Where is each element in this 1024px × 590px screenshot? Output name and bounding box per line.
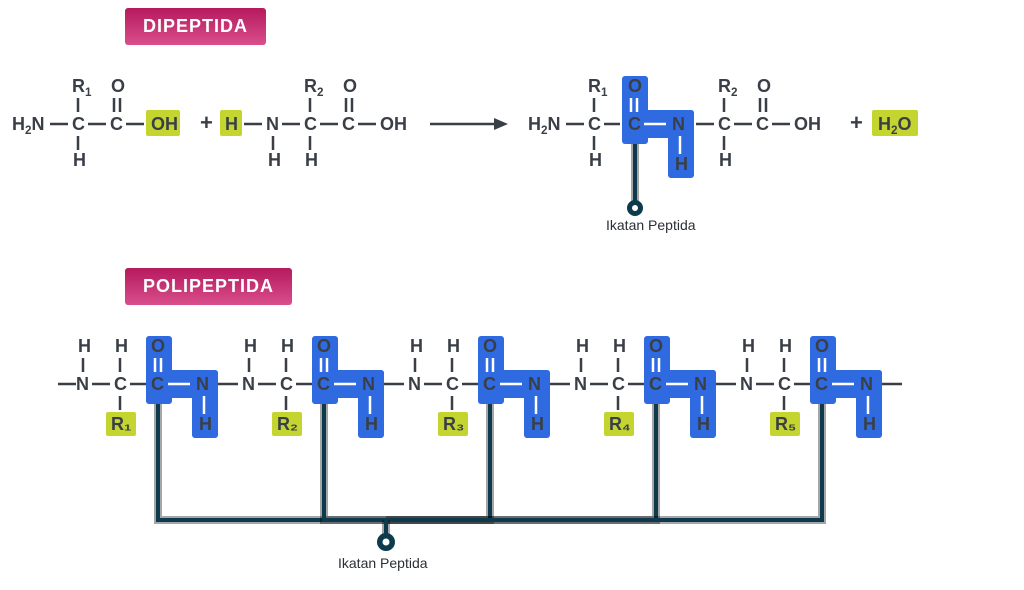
- svg-text:H: H: [305, 150, 318, 170]
- svg-text:C: C: [778, 374, 791, 394]
- svg-text:N: N: [266, 114, 279, 134]
- ikatan-label-1: Ikatan Peptida: [606, 217, 696, 233]
- svg-text:C: C: [72, 114, 85, 134]
- svg-text:R₂: R₂: [277, 414, 298, 434]
- svg-text:R₅: R₅: [775, 414, 796, 434]
- svg-text:C: C: [304, 114, 317, 134]
- title-dipeptida: DIPEPTIDA: [125, 8, 266, 45]
- svg-text:N: N: [196, 374, 209, 394]
- svg-text:N: N: [528, 374, 541, 394]
- svg-text:OH: OH: [380, 114, 407, 134]
- plus-1: +: [200, 110, 213, 135]
- svg-text:R₃: R₃: [443, 414, 464, 434]
- svg-text:H: H: [73, 150, 86, 170]
- dipeptida-diagram: H2N C R1 H C O OH + H N H C R2: [0, 50, 1024, 250]
- svg-text:H: H: [447, 336, 460, 356]
- svg-text:H: H: [268, 150, 281, 170]
- svg-text:C: C: [718, 114, 731, 134]
- svg-text:H: H: [244, 336, 257, 356]
- svg-text:N: N: [740, 374, 753, 394]
- svg-text:C: C: [110, 114, 123, 134]
- svg-text:C: C: [649, 374, 662, 394]
- svg-text:C: C: [588, 114, 601, 134]
- svg-text:C: C: [280, 374, 293, 394]
- svg-text:O: O: [483, 336, 497, 356]
- svg-text:C: C: [342, 114, 355, 134]
- svg-text:O: O: [151, 336, 165, 356]
- svg-text:C: C: [446, 374, 459, 394]
- svg-text:H: H: [78, 336, 91, 356]
- svg-text:H: H: [225, 114, 238, 134]
- svg-text:H: H: [281, 336, 294, 356]
- svg-text:N: N: [408, 374, 421, 394]
- svg-text:C: C: [317, 374, 330, 394]
- title-polipeptida-text: POLIPEPTIDA: [143, 276, 274, 296]
- plus-2: +: [850, 110, 863, 135]
- svg-text:H: H: [576, 336, 589, 356]
- svg-text:C: C: [114, 374, 127, 394]
- svg-text:H: H: [742, 336, 755, 356]
- svg-text:C: C: [756, 114, 769, 134]
- svg-text:R1: R1: [72, 76, 92, 99]
- svg-text:N: N: [242, 374, 255, 394]
- svg-text:H: H: [410, 336, 423, 356]
- svg-text:O: O: [649, 336, 663, 356]
- svg-text:H: H: [697, 414, 710, 434]
- svg-text:OH: OH: [151, 114, 178, 134]
- title-dipeptida-text: DIPEPTIDA: [143, 16, 248, 36]
- svg-text:C: C: [628, 114, 641, 134]
- svg-text:R2: R2: [304, 76, 324, 99]
- svg-text:N: N: [694, 374, 707, 394]
- svg-text:H2N: H2N: [528, 114, 561, 137]
- title-polipeptida: POLIPEPTIDA: [125, 268, 292, 305]
- svg-text:O: O: [317, 336, 331, 356]
- svg-text:O: O: [815, 336, 829, 356]
- svg-text:H: H: [779, 336, 792, 356]
- svg-text:H: H: [531, 414, 544, 434]
- svg-text:H: H: [863, 414, 876, 434]
- svg-text:H: H: [199, 414, 212, 434]
- svg-text:O: O: [111, 76, 125, 96]
- svg-text:OH: OH: [794, 114, 821, 134]
- svg-text:R₁: R₁: [111, 414, 131, 434]
- svg-text:H2N: H2N: [12, 114, 45, 137]
- svg-text:H: H: [115, 336, 128, 356]
- ikatan-label-2: Ikatan Peptida: [338, 555, 428, 571]
- svg-text:R2: R2: [718, 76, 738, 99]
- svg-text:C: C: [483, 374, 496, 394]
- svg-text:H: H: [365, 414, 378, 434]
- svg-text:N: N: [672, 114, 685, 134]
- svg-text:O: O: [757, 76, 771, 96]
- polipeptida-diagram: NHCHR₁CONHNHCHR₂CONHNHCHR₃CONHNHCHR₄CONH…: [0, 310, 1024, 590]
- svg-text:O: O: [628, 76, 642, 96]
- svg-text:C: C: [815, 374, 828, 394]
- svg-text:N: N: [76, 374, 89, 394]
- svg-text:O: O: [343, 76, 357, 96]
- svg-text:H: H: [613, 336, 626, 356]
- svg-text:H: H: [719, 150, 732, 170]
- svg-text:N: N: [362, 374, 375, 394]
- svg-text:N: N: [860, 374, 873, 394]
- svg-text:C: C: [612, 374, 625, 394]
- svg-text:R₄: R₄: [609, 414, 631, 434]
- reaction-arrow: [430, 118, 508, 130]
- svg-text:C: C: [151, 374, 164, 394]
- svg-text:H: H: [589, 150, 602, 170]
- svg-text:R1: R1: [588, 76, 608, 99]
- svg-text:H: H: [675, 154, 688, 174]
- svg-text:N: N: [574, 374, 587, 394]
